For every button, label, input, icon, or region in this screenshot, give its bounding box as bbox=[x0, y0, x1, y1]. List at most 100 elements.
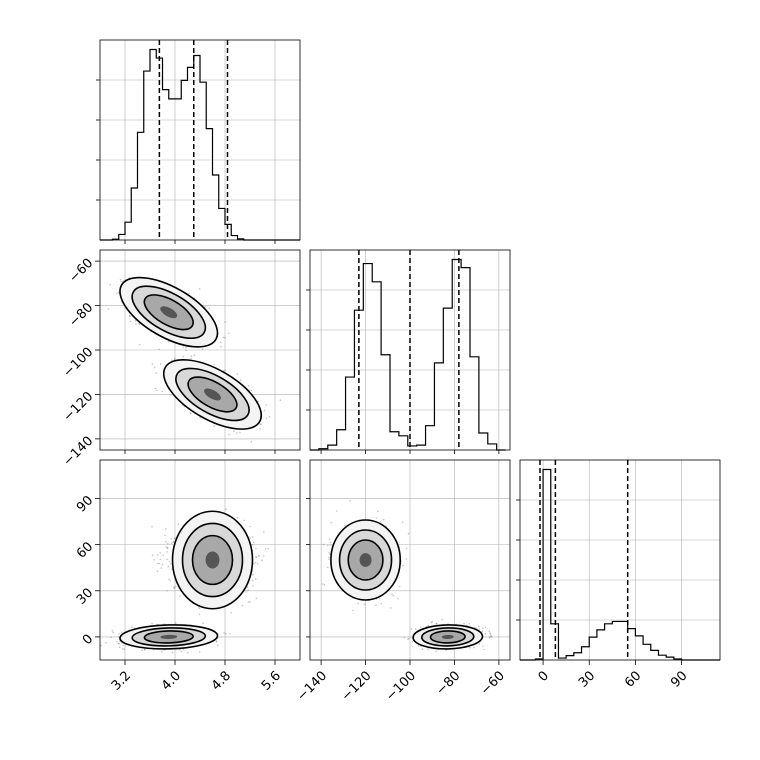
panel-border bbox=[519, 459, 721, 661]
sample-point bbox=[172, 541, 175, 543]
sample-point bbox=[193, 354, 196, 356]
sample-point bbox=[190, 358, 192, 360]
sample-point bbox=[151, 525, 153, 528]
sample-point bbox=[154, 387, 157, 390]
sample-point bbox=[263, 409, 266, 412]
sample-point bbox=[112, 631, 114, 634]
sample-point bbox=[268, 416, 271, 418]
sample-point bbox=[239, 379, 242, 381]
sample-point bbox=[202, 622, 204, 624]
sample-point bbox=[158, 348, 160, 351]
sample-point bbox=[251, 536, 254, 538]
sample-point bbox=[224, 336, 226, 339]
sample-point bbox=[143, 648, 146, 651]
density-contour bbox=[119, 624, 219, 650]
sample-point bbox=[216, 644, 219, 647]
sample-point bbox=[179, 649, 181, 651]
density-peak bbox=[160, 306, 178, 319]
sample-point bbox=[224, 369, 227, 372]
density-contour bbox=[119, 276, 219, 348]
sample-point bbox=[174, 622, 177, 624]
sample-point bbox=[105, 642, 107, 644]
sample-point bbox=[198, 288, 201, 290]
density-contour bbox=[187, 376, 238, 413]
sample-point bbox=[246, 586, 249, 588]
density-contour bbox=[131, 285, 207, 340]
sample-point bbox=[122, 644, 124, 647]
sample-point bbox=[180, 650, 183, 653]
sample-point bbox=[141, 649, 143, 652]
density-contour bbox=[143, 630, 194, 644]
sample-point bbox=[156, 570, 159, 573]
sample-point bbox=[224, 321, 226, 323]
sample-point bbox=[166, 590, 168, 592]
sample-point bbox=[161, 563, 164, 566]
sample-point bbox=[131, 626, 133, 628]
sample-point bbox=[215, 641, 218, 643]
sample-point bbox=[250, 441, 253, 443]
sample-point bbox=[119, 646, 121, 648]
sample-point bbox=[254, 561, 257, 564]
sample-point bbox=[204, 306, 206, 308]
sample-point bbox=[157, 562, 159, 565]
sample-point bbox=[171, 651, 174, 654]
sample-point bbox=[111, 629, 114, 632]
sample-point bbox=[162, 554, 164, 557]
sample-point bbox=[171, 359, 173, 361]
sample-point bbox=[250, 389, 253, 392]
sample-point bbox=[182, 648, 185, 651]
sample-point bbox=[220, 345, 222, 348]
sample-point bbox=[236, 373, 239, 375]
sample-point bbox=[169, 580, 172, 582]
sample-point bbox=[229, 633, 231, 635]
density-layer bbox=[100, 508, 269, 654]
sample-point bbox=[189, 412, 192, 415]
sample-point bbox=[223, 632, 225, 634]
sample-point bbox=[107, 308, 110, 310]
sample-point bbox=[173, 587, 176, 590]
sample-point bbox=[100, 644, 102, 647]
sample-point bbox=[135, 323, 137, 326]
sample-point bbox=[249, 525, 251, 528]
sample-point bbox=[129, 320, 132, 323]
scatter-panel-1-2 bbox=[92, 249, 301, 451]
sample-point bbox=[185, 349, 187, 352]
sample-point bbox=[118, 633, 120, 635]
sample-point bbox=[173, 537, 176, 540]
sample-point bbox=[138, 323, 141, 326]
sample-point bbox=[117, 642, 120, 645]
sample-point bbox=[179, 595, 181, 597]
sample-point bbox=[251, 543, 254, 546]
sample-point bbox=[151, 622, 153, 625]
sample-point bbox=[173, 586, 175, 588]
sample-point bbox=[167, 565, 169, 568]
sample-point bbox=[155, 372, 158, 374]
sample-point bbox=[236, 516, 239, 519]
sample-point bbox=[233, 430, 235, 433]
sample-point bbox=[134, 319, 137, 322]
sample-point bbox=[164, 534, 166, 537]
sample-point bbox=[128, 314, 131, 317]
sample-point bbox=[109, 283, 111, 286]
sample-point bbox=[239, 431, 241, 434]
sample-point bbox=[110, 636, 112, 638]
sample-point bbox=[92, 274, 94, 276]
sample-point bbox=[213, 363, 215, 366]
sample-point bbox=[245, 591, 248, 593]
histogram-steps bbox=[310, 258, 506, 451]
sample-point bbox=[249, 600, 251, 603]
sample-point bbox=[188, 292, 190, 295]
sample-point bbox=[116, 292, 118, 295]
sample-point bbox=[247, 589, 249, 591]
sample-point bbox=[177, 523, 180, 525]
sample-point bbox=[120, 280, 122, 283]
sample-point bbox=[259, 423, 261, 425]
density-contour bbox=[143, 294, 194, 331]
sample-point bbox=[189, 412, 192, 414]
sample-point bbox=[201, 348, 204, 350]
sample-point bbox=[156, 554, 159, 556]
sample-point bbox=[161, 390, 163, 393]
sample-point bbox=[279, 399, 282, 402]
sample-point bbox=[228, 332, 230, 335]
